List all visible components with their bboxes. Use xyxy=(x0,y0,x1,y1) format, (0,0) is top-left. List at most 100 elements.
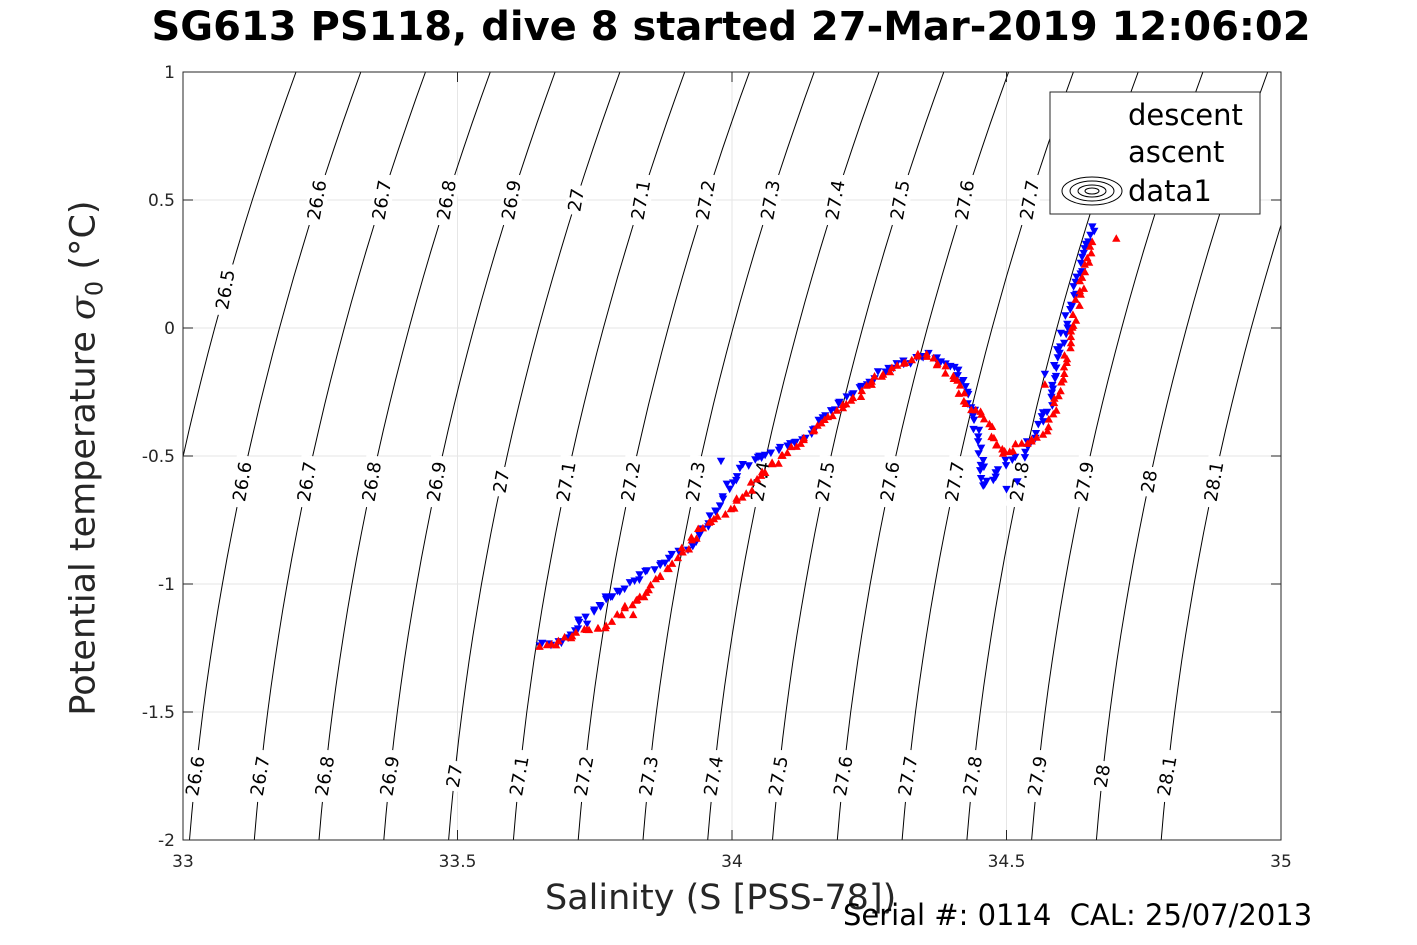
contour-label-bg xyxy=(950,172,980,228)
contour-label-group: 26.9 xyxy=(497,172,526,228)
ascent-point xyxy=(1050,394,1059,402)
descent-point xyxy=(976,444,986,453)
contour-label: 28 xyxy=(1137,469,1162,495)
contour-label-group: 26.9 xyxy=(375,748,405,804)
descent-point xyxy=(973,438,983,446)
ascent-point xyxy=(1038,430,1048,438)
ascent-point xyxy=(799,433,808,442)
contour-label-bg xyxy=(302,172,332,228)
contour-label-bg xyxy=(885,172,915,228)
contour-label-bg xyxy=(821,172,850,228)
ascent-point xyxy=(878,370,888,378)
ascent-point xyxy=(907,355,916,364)
contour-label-bg xyxy=(497,172,526,228)
descent-point xyxy=(1020,454,1030,462)
contour-label-bg xyxy=(228,454,257,509)
descent-point xyxy=(1042,408,1052,417)
descent-point xyxy=(954,366,963,375)
contour-label: 27.8 xyxy=(1006,460,1034,503)
descent-point xyxy=(738,461,747,469)
contour-label-bg xyxy=(505,748,534,804)
ascent-point xyxy=(901,358,910,366)
contour-label: 27.3 xyxy=(636,755,664,798)
ascent-point xyxy=(761,468,770,476)
y-tick-label: -1 xyxy=(158,575,175,595)
ascent-point xyxy=(992,440,1001,449)
contour-label: 27.1 xyxy=(553,460,581,503)
ascent-point xyxy=(832,406,842,414)
contour-label: 28.1 xyxy=(1154,755,1182,798)
contour-label: 28.1 xyxy=(1201,460,1229,503)
tick-layer: 33 33.5 34 34.5 35 -2 -1.5 -1 -0.5 0 0.5 1 xyxy=(142,63,1292,872)
descent-point xyxy=(953,372,962,380)
descent-point xyxy=(1076,259,1086,268)
descent-point xyxy=(974,426,984,435)
contour-label-bg xyxy=(681,454,711,509)
ascent-point xyxy=(813,421,822,429)
ascent-point xyxy=(1080,267,1090,276)
contour-label-group: 27.7 xyxy=(893,748,923,804)
ascent-point xyxy=(1054,391,1063,400)
contour-label: 26.9 xyxy=(376,755,404,798)
contour-label-group: 27.2 xyxy=(616,454,646,509)
descent-point xyxy=(660,559,670,568)
contour-label-group: 26.5 xyxy=(211,262,240,317)
descent-point xyxy=(974,450,983,458)
contour-label: 26.8 xyxy=(312,755,340,798)
ascent-point xyxy=(571,628,581,636)
descent-point xyxy=(1088,223,1097,231)
descent-point xyxy=(791,438,800,447)
ascent-point xyxy=(535,642,544,650)
legend-contour-icon xyxy=(1061,176,1123,206)
ascent-point xyxy=(787,442,796,451)
contour-label-group: 26.6 xyxy=(182,748,210,804)
legend-label-ascent: ascent xyxy=(1128,135,1224,169)
contour-label-group: 27 xyxy=(489,465,514,499)
descent-point xyxy=(1047,393,1056,402)
descent-point xyxy=(718,493,727,501)
ascent-point xyxy=(941,369,950,377)
ascent-point xyxy=(1011,439,1020,448)
contour-label-group: 28 xyxy=(1089,759,1115,793)
contour-label-group: 27.7 xyxy=(940,454,970,509)
legend-contour-icon xyxy=(1069,180,1115,202)
contour-label-group: 27.1 xyxy=(551,454,581,509)
descent-point xyxy=(835,398,844,407)
ascent-point xyxy=(929,353,938,362)
contour-label-bg xyxy=(310,748,340,804)
contour-label-bg xyxy=(569,748,599,804)
descent-point xyxy=(642,567,652,575)
ascent-point xyxy=(684,544,694,553)
descent-point xyxy=(732,473,742,481)
descent-point xyxy=(716,457,726,466)
descent-point xyxy=(1013,478,1022,486)
descent-point xyxy=(1063,324,1072,333)
contour-label-group: 27.6 xyxy=(950,172,980,228)
ascent-point xyxy=(730,504,739,512)
contour-label-bg xyxy=(940,454,970,509)
ascent-point xyxy=(692,534,701,542)
contour-label-bg xyxy=(811,454,840,509)
ascent-point xyxy=(1044,415,1053,423)
ascent-point xyxy=(1032,433,1041,441)
contour-label-bg xyxy=(1089,759,1115,793)
descent-point xyxy=(873,368,883,376)
contour-label: 27.7 xyxy=(942,460,970,503)
descent-point xyxy=(1048,381,1057,390)
ascent-point xyxy=(828,411,837,420)
descent-point xyxy=(982,477,991,486)
contour-label-bg xyxy=(764,748,793,804)
ascent-point xyxy=(584,625,594,634)
ascent-point xyxy=(1060,369,1069,377)
contour-label: 26.6 xyxy=(182,755,210,798)
ascent-point xyxy=(893,361,902,369)
ascent-point xyxy=(1075,286,1085,295)
ascent-point xyxy=(1066,343,1075,352)
contour-label-group: 27.7 xyxy=(1015,172,1045,228)
contour-label-group: 26.7 xyxy=(245,748,275,804)
descent-point xyxy=(1047,389,1057,398)
contour-label-bg xyxy=(958,748,988,804)
contour-label: 26.7 xyxy=(247,755,275,798)
descent-point xyxy=(979,482,988,490)
contour-label: 26.6 xyxy=(304,179,332,222)
